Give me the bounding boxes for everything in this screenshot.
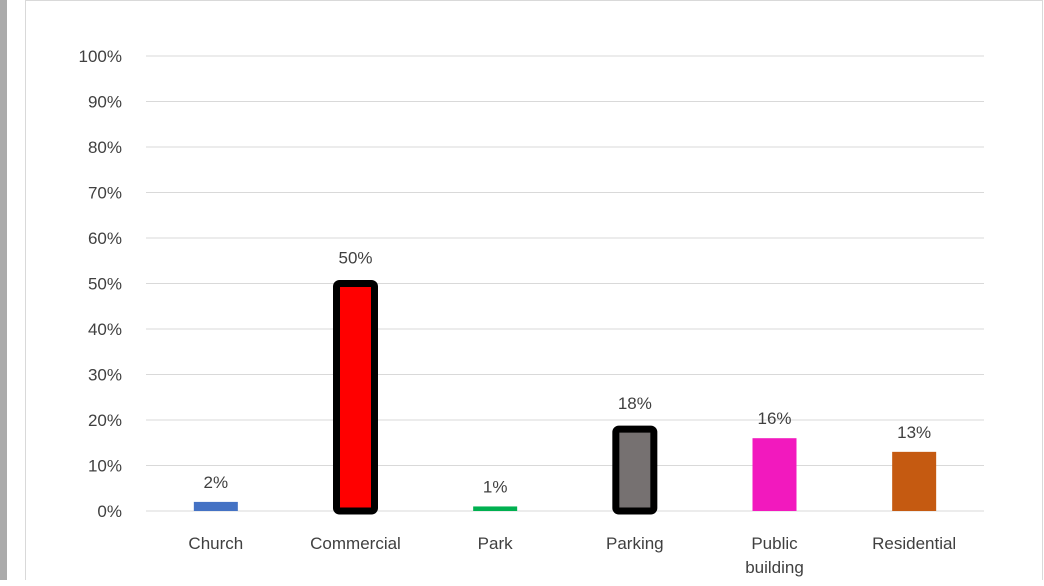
y-tick-label: 20%: [88, 411, 122, 430]
data-label: 2%: [204, 473, 229, 492]
data-labels: 2% 50% 1% 18% 16% 13%: [204, 249, 932, 497]
gridlines: [146, 55, 984, 512]
x-tick-label: Church: [188, 534, 243, 553]
data-label: 13%: [897, 423, 931, 442]
y-tick-label: 90%: [88, 93, 122, 112]
y-tick-label: 60%: [88, 229, 122, 248]
y-tick-label: 100%: [79, 47, 122, 66]
chart-area: 0% 10% 20% 30% 40% 50% 60% 70% 80% 90% 100% 2% 50% 1…: [25, 0, 1043, 580]
x-tick-label: Park: [478, 534, 513, 553]
bar-residential: [892, 451, 937, 511]
data-label: 16%: [757, 409, 791, 428]
y-tick-label: 70%: [88, 184, 122, 203]
bar-parking: [612, 425, 658, 515]
y-axis-tick-labels: 0% 10% 20% 30% 40% 50% 60% 70% 80% 90% 100%: [79, 47, 122, 521]
y-tick-label: 10%: [88, 457, 122, 476]
bar-public-building: [752, 438, 797, 511]
window-edge: [0, 0, 7, 580]
data-label: 18%: [618, 394, 652, 413]
bar-chart: 0% 10% 20% 30% 40% 50% 60% 70% 80% 90% 100% 2% 50% 1…: [79, 47, 984, 577]
bar-commercial: [333, 280, 378, 515]
y-tick-label: 40%: [88, 320, 122, 339]
x-tick-label: Residential: [872, 534, 956, 553]
x-tick-label: Commercial: [310, 534, 401, 553]
x-tick-label: Parking: [606, 534, 664, 553]
data-label: 1%: [483, 477, 508, 496]
y-tick-label: 80%: [88, 138, 122, 157]
x-tick-label: Public building: [745, 534, 804, 577]
bar-park: [473, 506, 518, 511]
bars: [193, 280, 937, 515]
y-tick-label: 0%: [97, 502, 122, 521]
x-axis-tick-labels: Church Commercial Park Parking Public buildin…: [188, 534, 956, 577]
data-label: 50%: [338, 249, 372, 268]
bar-church: [193, 501, 238, 511]
y-tick-label: 30%: [88, 366, 122, 385]
y-tick-label: 50%: [88, 275, 122, 294]
